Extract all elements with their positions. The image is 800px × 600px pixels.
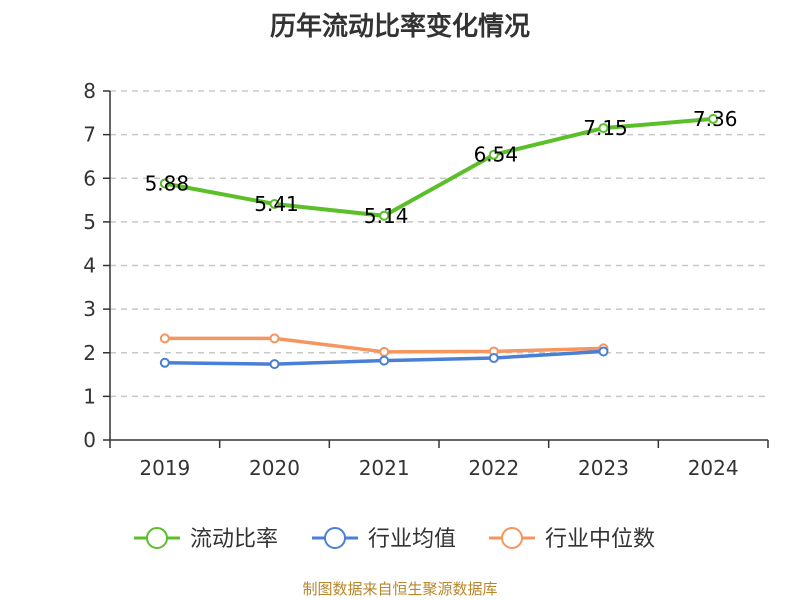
- y-tick-label: 1: [83, 384, 96, 408]
- data-point: [159, 357, 170, 368]
- x-tick-label: 2021: [359, 456, 410, 480]
- data-point: [598, 123, 609, 134]
- data-point: [379, 210, 390, 221]
- legend-marker: [146, 527, 168, 549]
- legend-marker: [501, 527, 523, 549]
- data-label: 6.54: [474, 143, 519, 167]
- data-label: 5.14: [364, 204, 409, 228]
- series-line-current-ratio: [164, 116, 714, 218]
- x-tick-label: 2023: [578, 456, 629, 480]
- legend-label: 行业中位数: [545, 527, 655, 552]
- y-tick-label: 6: [83, 166, 96, 190]
- data-point: [488, 352, 499, 363]
- y-tick-label: 7: [83, 123, 96, 147]
- data-label: 7.15: [583, 116, 628, 140]
- y-tick-label: 5: [83, 210, 96, 234]
- x-tick-label: 2020: [249, 456, 300, 480]
- data-label: 5.88: [145, 171, 190, 195]
- data-label: 5.41: [254, 192, 299, 216]
- y-tick-label: 0: [83, 428, 96, 452]
- data-point: [269, 333, 280, 344]
- legend-label: 行业均值: [368, 527, 456, 552]
- data-point: [708, 113, 719, 124]
- legend-marker: [324, 527, 346, 549]
- x-tick-label: 2019: [139, 456, 190, 480]
- data-point: [159, 333, 170, 344]
- source-note: 制图数据来自恒生聚源数据库: [302, 580, 498, 598]
- data-point: [269, 359, 280, 370]
- data-point: [159, 178, 170, 189]
- y-tick-label: 4: [83, 254, 96, 278]
- legend-label: 流动比率: [190, 527, 278, 552]
- chart-title: 历年流动比率变化情况: [269, 12, 530, 42]
- x-tick-label: 2022: [468, 456, 519, 480]
- data-label: 7.36: [693, 107, 738, 131]
- data-point: [269, 198, 280, 209]
- x-tick-label: 2024: [688, 456, 739, 480]
- y-tick-label: 3: [83, 297, 96, 321]
- data-point: [379, 355, 390, 366]
- y-tick-label: 8: [83, 79, 96, 103]
- data-point: [379, 346, 390, 357]
- data-point: [488, 149, 499, 160]
- y-tick-label: 2: [83, 341, 96, 365]
- data-point: [598, 346, 609, 357]
